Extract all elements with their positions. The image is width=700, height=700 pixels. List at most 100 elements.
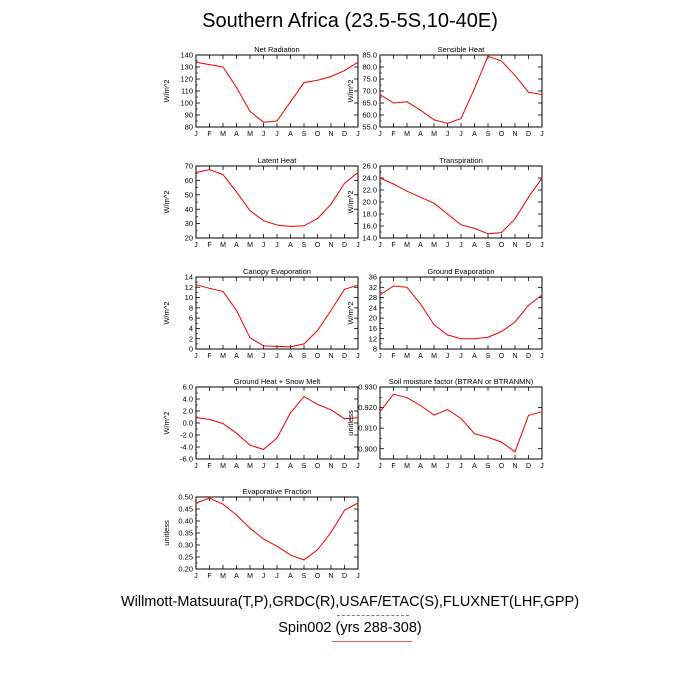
data-point — [290, 412, 291, 414]
y-tick-label: 0.40 — [178, 517, 193, 526]
chart-ground-heat-snow-melt: Ground Heat + Snow Melt -6.0 -4.0 -2.0 0.0 2.… — [162, 377, 360, 470]
x-tick-label: M — [220, 242, 226, 249]
data-point — [317, 79, 318, 81]
x-tick-label: J — [378, 242, 382, 249]
x-tick-label: O — [315, 131, 321, 138]
y-tick-label: 140 — [180, 51, 193, 60]
x-tick-label: A — [234, 353, 239, 360]
y-tick-label: 18.0 — [362, 210, 377, 219]
data-point — [447, 409, 448, 411]
x-tick-label: O — [315, 463, 321, 470]
series-line — [379, 177, 543, 235]
data-point — [222, 423, 224, 425]
data-point — [379, 177, 381, 179]
data-point — [249, 110, 251, 112]
y-tick-label: 12 — [185, 283, 193, 292]
x-tick-label: A — [472, 353, 477, 360]
plot-frame — [195, 496, 359, 570]
x-tick-label: M — [404, 463, 410, 470]
y-axis-label: W/m^2 — [162, 301, 171, 324]
x-tick-label: J — [446, 131, 450, 138]
data-point — [487, 336, 489, 338]
data-point — [209, 287, 210, 289]
x-tick-label: D — [342, 242, 347, 249]
y-axis-label: W/m^2 — [162, 190, 171, 213]
x-tick-label: D — [342, 573, 347, 580]
y-tick-label: 20.0 — [362, 198, 377, 207]
x-tick-label: F — [207, 573, 211, 580]
data-point — [379, 94, 381, 96]
x-tick-label: A — [288, 131, 293, 138]
data-point — [379, 294, 381, 296]
data-point — [406, 190, 408, 192]
data-point — [433, 324, 435, 326]
data-point — [541, 294, 543, 296]
y-tick-label: 16.0 — [362, 222, 377, 231]
y-tick-label: 12 — [369, 334, 377, 343]
x-tick-label: J — [262, 353, 266, 360]
x-tick-label: N — [328, 131, 333, 138]
legend-dashed-line — [337, 615, 409, 616]
y-tick-label: 90 — [185, 111, 193, 120]
chart-title: Latent Heat — [258, 156, 298, 165]
x-tick-label: A — [234, 242, 239, 249]
data-point — [222, 174, 224, 176]
y-axis-label: W/m^2 — [162, 411, 171, 434]
y-axis-label: unitless — [162, 520, 171, 546]
x-tick-label: O — [315, 573, 321, 580]
y-tick-label: -4.0 — [180, 443, 193, 452]
data-point — [276, 345, 278, 347]
x-tick-label: F — [391, 131, 395, 138]
series-line — [195, 497, 359, 561]
x-tick-label: J — [459, 242, 463, 249]
y-tick-label: 4.0 — [183, 395, 193, 404]
plot-frame — [195, 54, 359, 128]
data-point — [303, 343, 305, 345]
data-point — [330, 409, 332, 411]
x-tick-label: M — [247, 242, 253, 249]
y-tick-label: 55.0 — [362, 123, 377, 132]
x-tick-label: A — [288, 573, 293, 580]
x-tick-label: O — [499, 463, 505, 470]
x-tick-label: M — [404, 242, 410, 249]
x-tick-label: M — [220, 573, 226, 580]
y-tick-label: 24.0 — [362, 174, 377, 183]
data-point — [474, 433, 475, 435]
x-tick-label: N — [328, 463, 333, 470]
data-point — [303, 559, 305, 561]
series-line — [379, 55, 543, 124]
x-tick-label: S — [302, 353, 307, 360]
data-point — [290, 554, 291, 556]
data-point — [514, 321, 516, 323]
data-point — [344, 288, 345, 290]
x-tick-label: M — [247, 463, 253, 470]
x-tick-label: N — [512, 353, 517, 360]
x-tick-label: J — [459, 463, 463, 470]
x-tick-label: J — [356, 353, 360, 360]
x-tick-label: J — [262, 463, 266, 470]
data-point — [330, 203, 332, 205]
x-tick-label: J — [540, 463, 544, 470]
y-tick-label: -2.0 — [180, 431, 193, 440]
data-point — [317, 218, 318, 220]
chart-evaporative-fraction: Evaporative Fraction 0.20 0.25 0.30 0.35 0.40… — [162, 487, 360, 580]
x-tick-label: F — [391, 353, 395, 360]
y-tick-label: 0.35 — [178, 529, 193, 538]
data-point — [344, 70, 345, 72]
chart-title: Ground Evaporation — [427, 267, 494, 276]
x-tick-label: D — [526, 463, 531, 470]
data-point — [528, 304, 529, 306]
data-point — [501, 60, 502, 62]
y-tick-label: 26.0 — [362, 162, 377, 171]
data-point — [460, 417, 462, 419]
data-point — [317, 549, 318, 551]
data-point — [317, 329, 318, 331]
data-point — [433, 202, 435, 204]
y-tick-label: 60 — [185, 176, 193, 185]
data-point — [487, 233, 489, 235]
y-tick-label: 0.50 — [178, 493, 193, 502]
y-tick-label: 8 — [189, 303, 193, 312]
data-point — [406, 286, 408, 288]
x-tick-label: M — [431, 242, 437, 249]
